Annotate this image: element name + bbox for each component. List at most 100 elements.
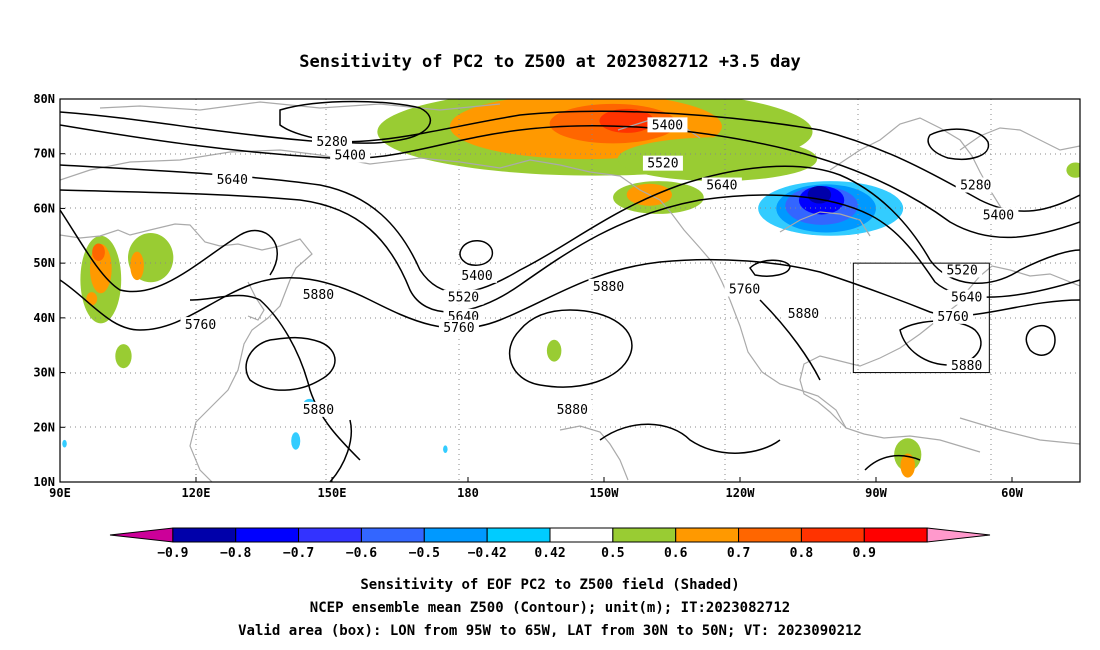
contour-label-19: 5880 [593, 280, 624, 295]
contour-label-bg-4 [642, 155, 683, 171]
contour-label-6: 5280 [960, 179, 991, 194]
contour-label-bg-7 [978, 207, 1019, 223]
colorbar-label-8: 0.6 [664, 546, 688, 561]
contour-label-bg-10 [933, 308, 974, 324]
lat-tick-label-0: 80N [33, 92, 55, 106]
contour-label-9: 5640 [951, 291, 982, 306]
contour-label-17: 5760 [185, 318, 216, 333]
sensitivity-blob-11 [807, 185, 832, 204]
colorbar-swatch-3 [298, 527, 362, 543]
colorbar-swatch-5 [423, 527, 488, 543]
lat-tick-label-3: 50N [33, 256, 55, 270]
contour-label-10: 5760 [937, 310, 968, 325]
colorbar-swatch-6 [486, 527, 551, 543]
colorbar-label-1: −0.8 [220, 546, 251, 561]
colorbar-swatch-11 [800, 527, 865, 543]
colorbar-swatch-8 [612, 527, 677, 543]
sensitivity-blob-23 [1066, 162, 1080, 178]
contour-label-11: 5880 [951, 359, 982, 374]
lon-tick-label-1: 120E [182, 486, 211, 500]
lat-tick-label-6: 20N [33, 420, 55, 434]
contour-label-20: 5760 [729, 283, 760, 298]
contour-label-16: 5880 [303, 288, 334, 303]
latitude-tick-labels: 80N 70N 60N 50N 40N 30N 20N 10N [33, 92, 65, 489]
sensitivity-blob-20 [546, 339, 562, 362]
colorbar-label-5: −0.42 [468, 546, 507, 561]
sensitivity-blob-19 [115, 344, 132, 369]
contour-label-bg-9 [946, 289, 987, 305]
colorbar-swatch-9 [675, 527, 740, 543]
contour-label-bg-8 [942, 262, 983, 278]
contour-label-0: 5280 [316, 135, 347, 150]
lon-tick-label-0: 90E [49, 486, 71, 500]
contour-label-bg-1 [330, 147, 371, 163]
lon-tick-label-3: 180 [457, 486, 479, 500]
contour-label-bg-5 [701, 177, 742, 193]
lon-tick-label-6: 90W [865, 486, 887, 500]
contour-label-bg-13 [443, 289, 484, 305]
colorbar-swatch-2 [235, 527, 300, 543]
contour-label-bg-12 [457, 267, 498, 283]
colorbar-swatch-0 [109, 527, 174, 543]
colorbar-label-3: −0.6 [346, 546, 377, 561]
valid-area-box [852, 262, 990, 374]
contour-label-bg-0 [312, 133, 352, 149]
colorbar-swatch-4 [360, 527, 425, 543]
colorbar-label-4: −0.5 [409, 546, 440, 561]
footer-line-3: Valid area (box): LON from 95W to 65W, L… [238, 623, 862, 639]
sensitivity-blob-27 [443, 445, 448, 454]
contour-label-7: 5400 [983, 209, 1014, 224]
colorbar-label-7: 0.5 [601, 546, 624, 561]
sensitivity-blob-26 [62, 439, 67, 448]
contour-label-3: 5400 [652, 118, 683, 133]
contour-label-22: 5880 [557, 403, 588, 418]
sensitivity-blob-22 [900, 453, 915, 478]
sensitivity-shading [62, 99, 1080, 478]
lat-tick-label-5: 30N [33, 366, 55, 380]
colorbar-swatch-12 [863, 527, 928, 543]
lat-tick-label-7: 10N [33, 475, 55, 489]
contour-label-15: 5760 [443, 321, 474, 336]
geopotential-contour-lines [60, 100, 1080, 482]
contour-label-bg-22 [552, 401, 593, 417]
lon-tick-label-5: 120W [726, 486, 756, 500]
contour-label-13: 5520 [448, 291, 479, 306]
contour-label-18: 5880 [303, 403, 334, 418]
contour-label-5: 5640 [706, 179, 737, 194]
contour-label-bg-16 [298, 286, 339, 302]
colorbar: −0.9 −0.8 −0.7 −0.6 −0.5 −0.42 0.42 0.5 0.6 0.7 0.… [109, 527, 991, 561]
lon-tick-label-4: 150W [590, 486, 620, 500]
sensitivity-blob-15 [92, 243, 105, 261]
contour-label-2: 5640 [217, 173, 248, 188]
longitude-tick-labels: 90E 120E 150E 180 150W 120W 90W 60W [49, 477, 1024, 500]
contour-label-1: 5400 [334, 148, 365, 163]
contour-label-bg-15 [438, 319, 479, 335]
contour-label-bg-6 [955, 177, 996, 193]
contour-label-bg-3 [647, 117, 688, 133]
lon-tick-label-7: 60W [1001, 486, 1023, 500]
lat-tick-label-2: 60N [33, 201, 55, 215]
colorbar-label-9: 0.7 [727, 546, 750, 561]
sensitivity-blob-25 [291, 432, 301, 450]
colorbar-swatch-13 [926, 527, 991, 543]
colorbar-label-6: 0.42 [534, 546, 565, 561]
contour-label-bg-21 [783, 306, 824, 322]
contour-label-8: 5520 [946, 263, 977, 278]
contour-label-bg-18 [298, 401, 339, 417]
lat-tick-label-1: 70N [33, 147, 55, 161]
colorbar-label-2: −0.7 [283, 546, 314, 561]
figure-title: Sensitivity of PC2 to Z500 at 2023082712… [299, 52, 801, 72]
contour-label-bg-2 [212, 172, 253, 188]
contour-label-21: 5880 [788, 307, 819, 322]
contour-label-bg-17 [180, 317, 221, 333]
sensitivity-blob-17 [86, 292, 98, 306]
colorbar-swatch-10 [738, 527, 802, 543]
colorbar-label-10: 0.8 [790, 546, 814, 561]
sensitivity-blob-16 [130, 251, 144, 281]
colorbar-swatch-1 [172, 527, 237, 543]
lat-tick-label-4: 40N [33, 311, 55, 325]
lon-tick-label-2: 150E [318, 486, 347, 500]
